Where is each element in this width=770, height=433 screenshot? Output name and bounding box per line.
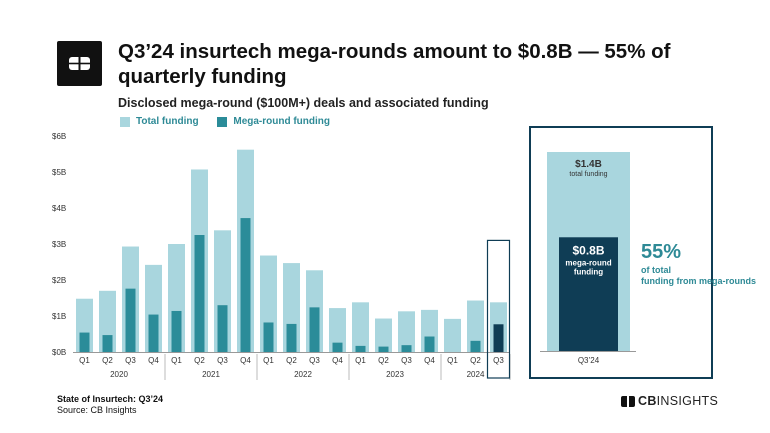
brand-cb-text: CB [638, 394, 657, 408]
y-tick-label: $0B [52, 348, 66, 357]
total-funding-bar [444, 318, 461, 352]
mega-round-bar [194, 235, 205, 352]
x-tick-label-quarter: Q2 [470, 356, 481, 365]
mega-round-bar [79, 332, 90, 352]
x-tick-label-year: 2024 [467, 370, 485, 379]
mega-round-bar [378, 346, 389, 352]
y-tick-label: $5B [52, 168, 66, 177]
highlight-box [486, 239, 511, 379]
inset-mega-value: $0.8B [572, 243, 604, 257]
footer-source: Source: CB Insights [57, 405, 137, 415]
total-funding-bar [375, 318, 392, 352]
mega-round-bar [171, 310, 182, 352]
legend-label-total: Total funding [136, 116, 199, 127]
mega-round-bar [102, 335, 113, 352]
x-tick-label-year: 2020 [110, 370, 128, 379]
x-tick-label-quarter: Q1 [79, 356, 90, 365]
x-tick-label-quarter: Q1 [447, 356, 458, 365]
mega-round-bar [148, 314, 159, 352]
mega-round-bar [217, 305, 228, 352]
chart-subtitle: Disclosed mega-round ($100M+) deals and … [118, 96, 489, 110]
inset-mega-bar [559, 237, 618, 351]
legend-swatch-total [120, 116, 130, 127]
chart-title: Q3’24 insurtech mega-rounds amount to $0… [118, 40, 671, 88]
chart-legend: Total funding Mega-round funding [120, 116, 346, 130]
x-tick-label-quarter: Q4 [424, 356, 435, 365]
mega-round-bar [355, 345, 366, 352]
x-tick-label-year: 2021 [202, 370, 220, 379]
y-tick-label: $3B [52, 240, 66, 249]
cb-insights-brand: CB INSIGHTS [621, 394, 718, 408]
y-tick-label: $4B [52, 204, 66, 213]
inset-x-label: Q3’24 [578, 356, 600, 365]
inset-total-text: total funding [569, 171, 607, 178]
x-tick-label-quarter: Q4 [148, 356, 159, 365]
x-tick-label-quarter: Q2 [194, 356, 205, 365]
mega-round-bar [493, 324, 504, 352]
mega-round-bar [424, 336, 435, 352]
total-funding-bar [329, 308, 346, 352]
y-tick-label: $6B [52, 132, 66, 141]
legend-swatch-mega [217, 116, 228, 127]
cb-logo-icon [57, 41, 102, 86]
x-tick-label-quarter: Q4 [240, 356, 251, 365]
mega-round-bar [332, 342, 343, 352]
x-tick-label-quarter: Q1 [263, 356, 274, 365]
mega-round-bar [309, 307, 320, 352]
legend-label-mega: Mega-round funding [233, 116, 331, 127]
mega-round-bar [401, 345, 412, 352]
inset-mega-text-line2: funding [574, 267, 603, 276]
x-tick-label-quarter: Q3 [125, 356, 136, 365]
y-tick-label: $1B [52, 312, 66, 321]
total-funding-bar [398, 311, 415, 352]
x-tick-label-quarter: Q3 [493, 356, 504, 365]
inset-share-text-line: of total [641, 265, 671, 275]
brand-insights-text: INSIGHTS [656, 394, 719, 408]
inset-total-value: $1.4B [575, 159, 602, 170]
y-tick-label: $2B [52, 276, 66, 285]
cb-brand-icon [621, 395, 635, 407]
mega-round-bar [470, 340, 481, 352]
x-tick-label-quarter: Q2 [102, 356, 113, 365]
total-funding-bar [352, 302, 369, 352]
inset-share-value: 55% [641, 241, 681, 263]
cb-logo-glyph [69, 57, 90, 70]
x-tick-label-quarter: Q2 [378, 356, 389, 365]
inset-share-text-line: funding from mega-rounds [641, 276, 756, 286]
legend-item-total: Total funding [120, 116, 199, 127]
inset-mega-text-line1: mega-round [565, 258, 611, 267]
mega-round-bar [240, 218, 251, 352]
legend-item-mega: Mega-round funding [217, 116, 330, 127]
x-tick-label-year: 2022 [294, 370, 312, 379]
inset-panel-border [529, 126, 713, 379]
x-tick-label-quarter: Q3 [401, 356, 412, 365]
mega-round-bar [125, 288, 136, 352]
total-funding-bar [467, 300, 484, 352]
mega-round-bar [263, 322, 274, 352]
x-tick-label-quarter: Q1 [355, 356, 366, 365]
mega-round-bar [286, 323, 297, 352]
x-tick-label-quarter: Q3 [309, 356, 320, 365]
x-tick-label-quarter: Q1 [171, 356, 182, 365]
x-tick-label-year: 2023 [386, 370, 404, 379]
x-tick-label-quarter: Q3 [217, 356, 228, 365]
x-tick-label-quarter: Q2 [286, 356, 297, 365]
footer-report-title: State of Insurtech: Q3’24 [57, 394, 164, 404]
x-tick-label-quarter: Q4 [332, 356, 343, 365]
